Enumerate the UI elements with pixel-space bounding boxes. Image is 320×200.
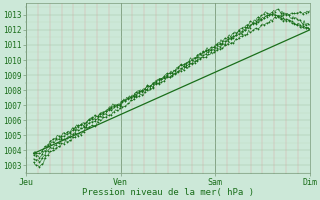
X-axis label: Pression niveau de la mer( hPa ): Pression niveau de la mer( hPa ) [82,188,254,197]
